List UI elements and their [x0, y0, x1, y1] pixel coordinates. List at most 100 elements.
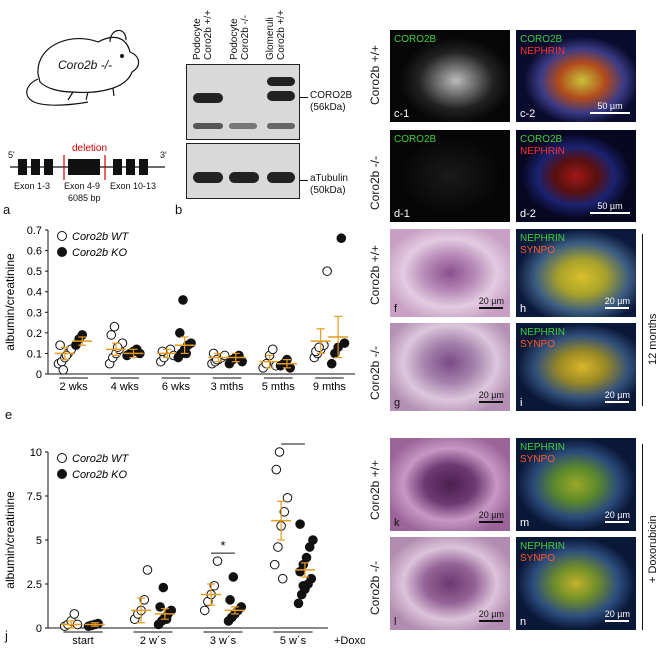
- data-point-ko: [166, 605, 177, 616]
- data-point-wt: [212, 556, 223, 566]
- micro-c1: CORO2B c-1: [390, 30, 510, 122]
- scale-bar: 20 µm: [604, 390, 630, 403]
- mouse-icon: [26, 29, 140, 106]
- y-axis-label: albumin/creatinine: [3, 491, 17, 589]
- data-point-ko: [175, 328, 185, 338]
- y-tick-label: 0.6: [27, 246, 42, 258]
- data-point-ko: [306, 573, 317, 584]
- lane2-label: Podocyte Coro2b -/-: [229, 14, 251, 60]
- micro-h: NEPHRIN SYNPO h 20 µm: [516, 229, 636, 317]
- target2-label: aTubulin (50kDa): [310, 173, 348, 196]
- data-point-wt: [267, 344, 278, 355]
- panel-label-j: j: [5, 628, 8, 643]
- x-tick-label: start: [72, 635, 93, 645]
- exon-mid-label: Exon 4-9: [64, 181, 101, 191]
- panel-label-a: a: [3, 202, 11, 217]
- lane3-label: Glomeruli Coro2b +/+: [265, 9, 287, 60]
- data-point-ko: [228, 572, 239, 582]
- data-point-ko: [295, 519, 305, 529]
- y-tick-label: 0.1: [27, 348, 42, 360]
- y-tick-label: 0.2: [27, 328, 42, 340]
- y-tick-label: 0: [36, 369, 42, 381]
- data-point-wt: [273, 542, 283, 552]
- data-point-ko: [298, 580, 309, 591]
- data-point-ko: [225, 595, 235, 605]
- x-tick-label: 3 w´s: [210, 635, 237, 645]
- data-point-ko: [293, 598, 304, 609]
- data-point-wt: [55, 340, 65, 350]
- data-point-wt: [199, 605, 210, 616]
- mouse-label: Coro2b -/-: [58, 58, 113, 72]
- data-point-wt: [274, 447, 285, 457]
- data-point-wt: [322, 266, 332, 276]
- data-point-wt: [109, 321, 120, 332]
- legend-marker: [57, 453, 67, 463]
- y-tick-label: 0.5: [27, 266, 42, 278]
- data-point-wt: [282, 492, 293, 503]
- data-point-wt: [277, 573, 288, 584]
- data-point-ko: [178, 295, 188, 305]
- scale-bar: 50 µm: [590, 201, 630, 214]
- bp-label: 6085 bp: [68, 193, 101, 203]
- blot-coro2b: [186, 64, 300, 140]
- exon-right-label: Exon 10-13: [110, 181, 157, 191]
- panel-label-b: b: [175, 202, 183, 217]
- data-point-ko: [158, 582, 169, 593]
- x-tick-label: 2 w´s: [140, 635, 167, 645]
- histo-f: f 20 µm: [390, 229, 510, 317]
- row-label-g: Coro2b -/-: [368, 345, 382, 400]
- y-tick-label: 0.7: [27, 225, 42, 237]
- chart-e: 0 0.1 0.2 0.3 0.4 0.5 0.6 0.7 albumin/creatinine…: [3, 225, 355, 393]
- row-label-l: Coro2b -/-: [368, 560, 382, 615]
- x-tick-label: 6 wks: [162, 381, 191, 393]
- row-label-f: Coro2b +/+: [368, 244, 382, 305]
- y-tick-label: 0: [36, 623, 42, 635]
- row-label-d: Coro2b -/-: [368, 155, 382, 210]
- panel-b: Podocyte Coro2b +/+ Podocyte Coro2b -/- Gl…: [172, 0, 367, 220]
- target1-label: CORO2B (56kDa): [310, 90, 353, 113]
- scale-bar: 20 µm: [478, 609, 504, 622]
- data-point-wt: [157, 346, 168, 357]
- data-point-ko: [186, 338, 196, 348]
- legend-label: Coro2b WT: [72, 231, 130, 243]
- data-point-wt: [279, 507, 290, 517]
- x-tick-label: 3 mths: [211, 381, 245, 393]
- data-point-ko: [308, 535, 318, 545]
- data-point-ko: [326, 358, 337, 369]
- scale-bar: 20 µm: [478, 510, 504, 523]
- legend-label: Coro2b KO: [72, 247, 127, 259]
- scale-bar: 20 µm: [478, 390, 504, 403]
- micro-d1: CORO2B d-1: [390, 130, 510, 222]
- row-label-c: Coro2b +/+: [368, 44, 382, 105]
- data-point-ko: [339, 338, 350, 348]
- y-axis-label: albumin/creatinine: [3, 253, 17, 351]
- blot-tubulin: [186, 143, 300, 199]
- panel-label-e: e: [5, 407, 13, 422]
- legend-marker: [57, 231, 67, 241]
- scale-bar: 20 µm: [604, 510, 630, 523]
- scale-bar: 20 µm: [604, 296, 630, 309]
- x-tick-label: 4 wks: [111, 381, 140, 393]
- legend-marker: [57, 247, 67, 257]
- y-tick-label: 2.5: [27, 579, 42, 591]
- micro-n: NEPHRIN SYNPO n 20 µm: [516, 537, 636, 630]
- x-tick-label: 5 w´s: [280, 635, 307, 645]
- data-point-ko: [336, 233, 347, 244]
- significance-label: **: [288, 440, 298, 444]
- x-tick-label: 5 mths: [262, 381, 296, 393]
- prime3-label: 3': [160, 150, 167, 160]
- prime5-label: 5': [8, 150, 15, 160]
- deletion-label: deletion: [72, 143, 108, 154]
- scale-bar: 20 µm: [478, 296, 504, 309]
- y-tick-label: 0.3: [27, 307, 42, 319]
- y-tick-label: 5: [36, 535, 42, 547]
- significance-label: *: [220, 538, 225, 553]
- micro-d2: CORO2B NEPHRIN d-2 50 µm: [516, 130, 636, 222]
- data-point-ko: [155, 602, 165, 612]
- data-point-wt: [211, 354, 222, 365]
- lane1-label: Podocyte Coro2b +/+: [192, 9, 214, 60]
- y-tick-label: 10: [30, 447, 42, 459]
- histo-l: l 20 µm: [390, 537, 510, 630]
- micro-c2: CORO2B NEPHRIN c-2 50 µm: [516, 30, 636, 122]
- x-tick-label: 9 mths: [313, 381, 347, 393]
